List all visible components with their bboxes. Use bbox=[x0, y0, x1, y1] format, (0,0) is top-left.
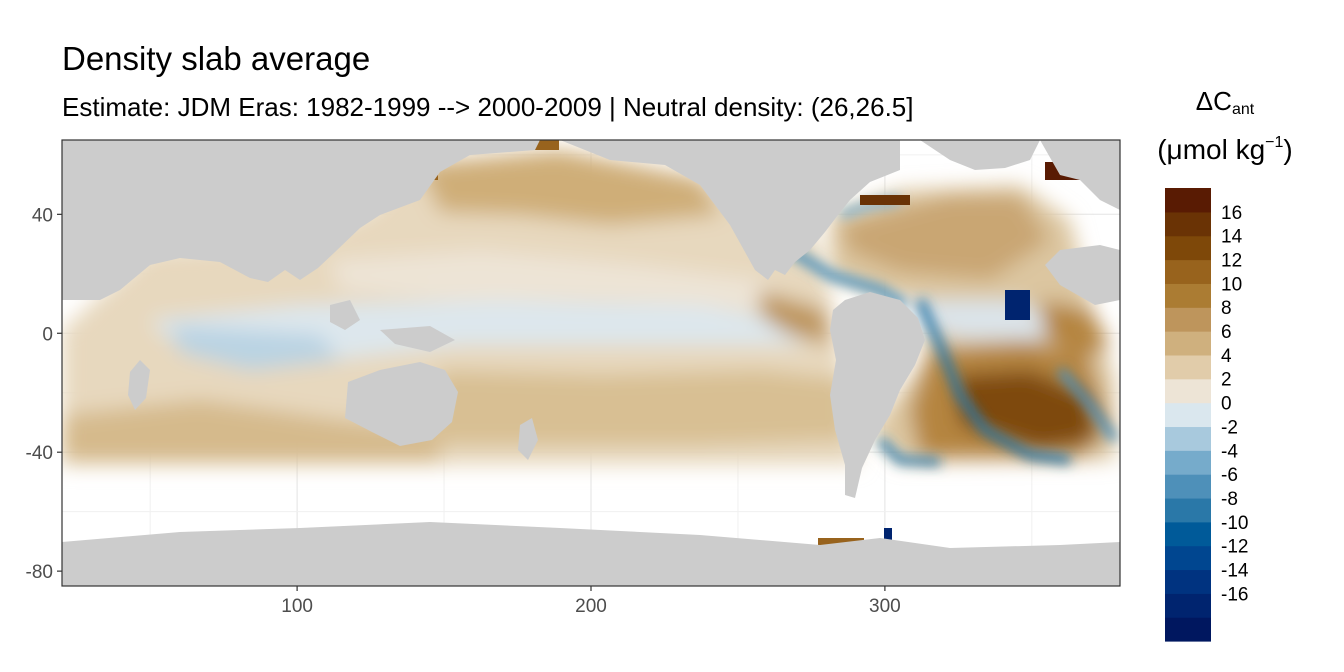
legend-tick-label: -2 bbox=[1221, 417, 1238, 438]
legend-swatch bbox=[1165, 378, 1211, 404]
peru-upwelling bbox=[760, 290, 830, 345]
african-shelf-patch bbox=[1005, 290, 1030, 320]
legend-swatch bbox=[1165, 211, 1211, 237]
west-african-band bbox=[1040, 300, 1110, 360]
labrador-patch bbox=[860, 195, 910, 205]
benguela-blue bbox=[1056, 367, 1119, 443]
legend-swatch bbox=[1165, 450, 1211, 475]
legend-swatch bbox=[1165, 593, 1211, 618]
legend-swatch bbox=[1165, 426, 1211, 451]
legend-tick-label: 2 bbox=[1221, 370, 1232, 391]
chart-title: Density slab average bbox=[62, 40, 371, 77]
legend-tick-label: 6 bbox=[1221, 322, 1232, 343]
legend-swatch bbox=[1165, 307, 1211, 332]
legend-tick-label: 14 bbox=[1221, 227, 1243, 248]
x-tick-label: 100 bbox=[281, 596, 313, 617]
legend-swatch bbox=[1165, 188, 1211, 213]
north-america-land bbox=[560, 140, 900, 280]
argentine-shelf bbox=[877, 437, 941, 466]
chart-subtitle: Estimate: JDM Eras: 1982-1999 --> 2000-2… bbox=[62, 92, 914, 122]
y-tick-label: -40 bbox=[26, 443, 53, 464]
madagascar-land bbox=[128, 360, 150, 410]
legend-swatch bbox=[1165, 354, 1211, 380]
south-indian-band bbox=[62, 400, 440, 462]
antarctica-land bbox=[62, 522, 1120, 586]
legend-swatch bbox=[1165, 497, 1211, 523]
atlantic-western-boundary bbox=[787, 245, 908, 310]
x-tick-label: 300 bbox=[869, 596, 901, 617]
indian-ocean-central bbox=[170, 325, 340, 370]
legend-swatch bbox=[1165, 521, 1211, 547]
x-tick-label: 200 bbox=[575, 596, 607, 617]
north-pacific-subtropical bbox=[330, 250, 790, 310]
legend-swatch bbox=[1165, 402, 1211, 428]
legend-tick-label: -12 bbox=[1221, 537, 1248, 558]
greenland-land bbox=[920, 140, 1040, 170]
legend-title-line2: (μmol kg−1) bbox=[1157, 134, 1293, 165]
legend-tick-label: 16 bbox=[1221, 203, 1242, 224]
legend-swatch bbox=[1165, 545, 1211, 571]
legend-tick-label: -14 bbox=[1221, 560, 1249, 581]
australia-land bbox=[345, 362, 458, 446]
y-tick-label: -80 bbox=[26, 562, 53, 583]
north-atlantic-subtropical bbox=[840, 195, 1050, 280]
africa-west-land bbox=[1045, 245, 1120, 305]
y-tick-label: 40 bbox=[32, 205, 53, 226]
antarctic-shelf-patch bbox=[884, 528, 892, 540]
borneo-land bbox=[330, 300, 360, 330]
legend-tick-label: 10 bbox=[1221, 274, 1242, 295]
legend-tick-label: -4 bbox=[1221, 441, 1238, 462]
ocean-field bbox=[62, 140, 1119, 568]
legend-tick-label: 12 bbox=[1221, 251, 1242, 272]
legend-swatch bbox=[1165, 259, 1211, 284]
legend-swatch bbox=[1165, 617, 1211, 642]
north-pacific-subpolar bbox=[420, 150, 720, 225]
legend-tick-label: 8 bbox=[1221, 298, 1232, 319]
legend-tick-label: -10 bbox=[1221, 513, 1248, 534]
legend-title-line1: ΔCant bbox=[1195, 86, 1255, 118]
south-pacific-band bbox=[430, 370, 850, 445]
legend-tick-label: 0 bbox=[1221, 394, 1232, 415]
europe-north-land bbox=[1040, 140, 1120, 210]
land-masses bbox=[62, 140, 1120, 586]
legend-swatch bbox=[1165, 569, 1211, 594]
legend-swatch bbox=[1165, 283, 1211, 308]
legend-tick-label: -6 bbox=[1221, 465, 1238, 486]
eurasia-land bbox=[62, 140, 540, 300]
legend-tick-label: 4 bbox=[1221, 346, 1232, 367]
y-tick-label: 0 bbox=[42, 324, 53, 345]
south-america-land bbox=[830, 292, 925, 498]
bering-patch bbox=[535, 140, 559, 150]
new-guinea-land bbox=[380, 326, 455, 352]
legend-swatch bbox=[1165, 474, 1211, 499]
legend-swatch bbox=[1165, 331, 1211, 356]
legend-tick-label: -8 bbox=[1221, 489, 1238, 510]
brazil-current bbox=[915, 298, 1071, 465]
legend-tick-label: -16 bbox=[1221, 584, 1248, 605]
legend-swatch bbox=[1165, 235, 1211, 261]
new-zealand-land bbox=[518, 418, 538, 460]
